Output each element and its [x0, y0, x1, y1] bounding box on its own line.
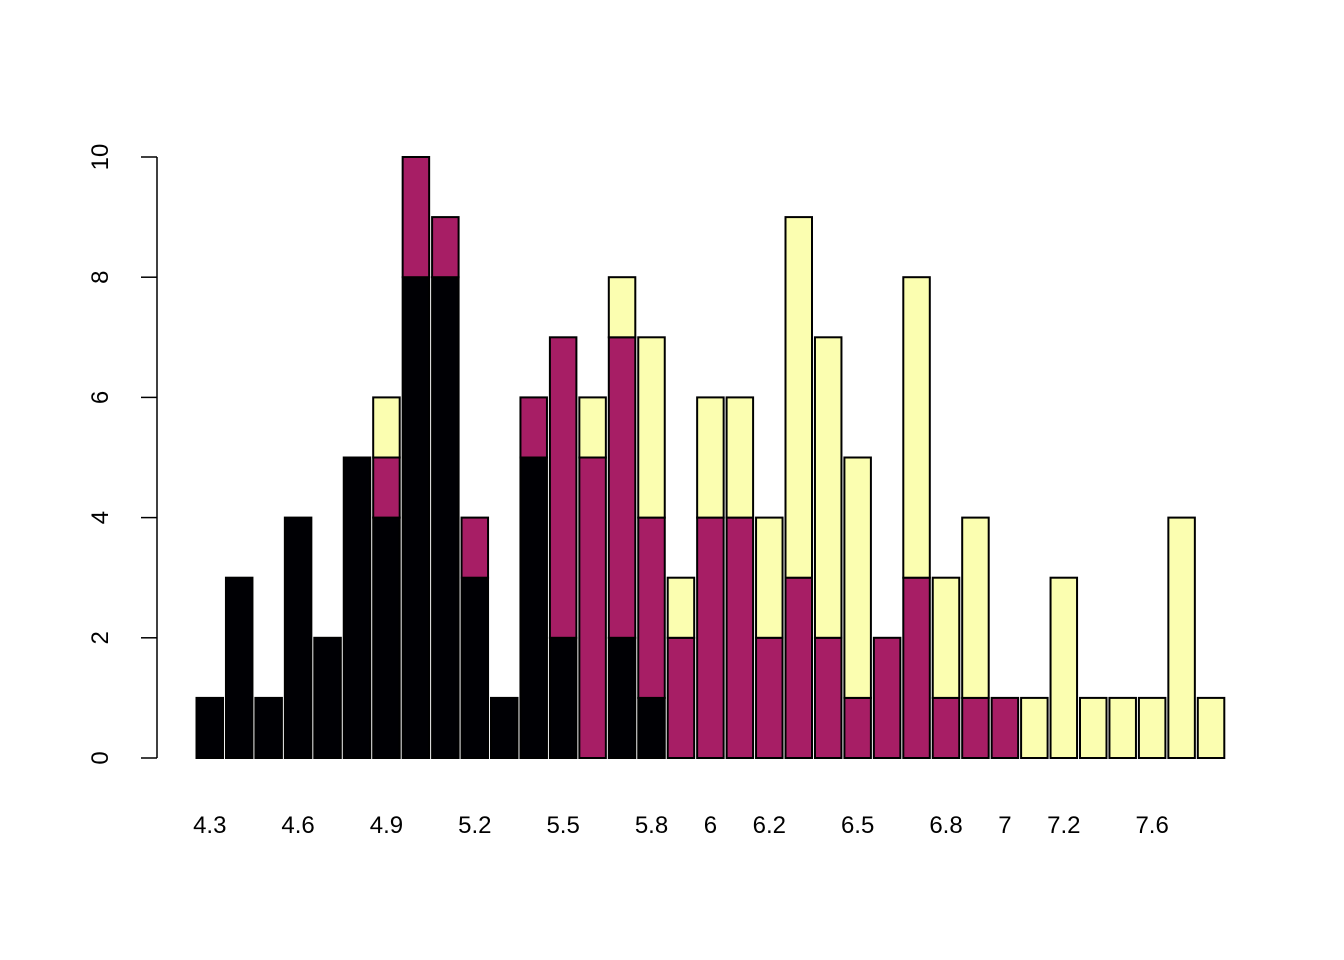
- y-tick-label: 4: [87, 511, 114, 524]
- bar-segment-virginica-5.9: [666, 576, 696, 639]
- bar-segment-versicolor-6.6: [872, 636, 902, 759]
- bar-segment-virginica-5.7: [607, 276, 637, 339]
- y-tick-label: 10: [87, 144, 114, 171]
- bar-segment-versicolor-6.9: [961, 696, 990, 760]
- y-tick-label: 6: [87, 391, 114, 404]
- x-tick-label: 6.5: [841, 812, 874, 839]
- bar-segment-setosa-5.3: [490, 696, 519, 760]
- bar-segment-versicolor-5.6: [578, 456, 607, 759]
- bar-segment-virginica-7.4: [1108, 696, 1137, 760]
- bar-segment-virginica-6: [696, 396, 725, 519]
- bar-segment-versicolor-7: [990, 696, 1020, 760]
- bar-segment-versicolor-6.7: [902, 576, 931, 760]
- bar-segment-setosa-5.2: [460, 576, 490, 760]
- bar-segment-setosa-5.5: [548, 636, 578, 759]
- bar-segment-versicolor-6.8: [931, 696, 961, 760]
- bar-segment-setosa-5.4: [519, 456, 548, 759]
- bar-segment-versicolor-6.5: [843, 696, 872, 760]
- bar-segment-versicolor-5.4: [519, 396, 548, 459]
- bar-segment-virginica-6.7: [902, 276, 931, 579]
- bar-segment-versicolor-5.2: [460, 516, 490, 579]
- bar-segment-versicolor-5.9: [666, 636, 696, 759]
- y-tick-label: 8: [87, 271, 114, 284]
- x-tick-label: 5.2: [458, 812, 491, 839]
- bar-segment-versicolor-6.3: [784, 576, 813, 760]
- bar-segment-virginica-5.6: [578, 396, 607, 459]
- bars-group: [195, 156, 1226, 760]
- x-tick-label: 4.9: [370, 812, 403, 839]
- bar-segment-virginica-6.4: [813, 336, 843, 639]
- x-axis-labels: 4.3 4.6 4.9 5.2 5.5 5.8 6 6.2 6.5 6.8 7 7.2 7.6: [193, 812, 1169, 839]
- bar-segment-virginica-6.9: [961, 516, 990, 699]
- bar-segment-virginica-7.2: [1049, 576, 1079, 760]
- y-axis: 0 2 4 6 8 10: [87, 144, 158, 765]
- bar-segment-virginica-7.1: [1020, 696, 1049, 760]
- bar-segment-versicolor-5.8: [637, 516, 666, 699]
- bar-segment-virginica-6.5: [843, 456, 872, 699]
- bar-segment-setosa-4.3: [195, 696, 224, 760]
- bar-segment-versicolor-6.4: [813, 636, 843, 759]
- bar-segment-setosa-5: [401, 276, 431, 759]
- bar-segment-virginica-7.7: [1167, 516, 1196, 759]
- x-tick-label: 6.2: [753, 812, 786, 839]
- bar-segment-virginica-4.9: [372, 396, 401, 459]
- bar-segment-versicolor-5.1: [431, 216, 460, 279]
- bar-segment-virginica-7.9: [1196, 696, 1226, 760]
- bar-segment-virginica-6.2: [755, 516, 784, 639]
- bar-segment-virginica-6.3: [784, 216, 813, 579]
- bar-segment-virginica-7.6: [1137, 696, 1167, 760]
- x-tick-label: 7.2: [1047, 812, 1080, 839]
- x-tick-label: 4.6: [281, 812, 314, 839]
- y-tick-label: 0: [87, 751, 114, 764]
- x-tick-label: 6.8: [929, 812, 962, 839]
- x-tick-label: 5.8: [635, 812, 668, 839]
- bar-segment-setosa-4.4: [224, 576, 254, 760]
- bar-segment-virginica-6.1: [725, 396, 755, 519]
- bar-segment-versicolor-6.2: [755, 636, 784, 759]
- bar-segment-setosa-5.8: [637, 696, 666, 760]
- x-tick-label: 5.5: [546, 812, 579, 839]
- bar-segment-versicolor-5.7: [607, 336, 637, 639]
- x-tick-label: 7.6: [1135, 812, 1168, 839]
- y-tick-label: 2: [87, 631, 114, 644]
- x-tick-label: 4.3: [193, 812, 226, 839]
- bar-segment-setosa-4.6: [283, 516, 313, 759]
- bar-segment-versicolor-6.1: [725, 516, 755, 759]
- bar-segment-setosa-4.7: [313, 636, 342, 759]
- bar-segment-setosa-4.9: [372, 516, 401, 759]
- bar-segment-versicolor-5: [401, 156, 431, 279]
- x-tick-label: 6: [704, 812, 717, 839]
- bar-segment-virginica-6.8: [931, 576, 961, 699]
- bar-segment-versicolor-4.9: [372, 456, 401, 519]
- bar-segment-versicolor-5.5: [548, 336, 578, 639]
- x-tick-label: 7: [998, 812, 1011, 839]
- bar-segment-setosa-5.7: [607, 636, 637, 759]
- bar-segment-virginica-7.3: [1079, 696, 1108, 760]
- bar-segment-setosa-4.5: [254, 696, 283, 760]
- bar-segment-versicolor-6: [696, 516, 725, 759]
- bar-segment-setosa-5.1: [431, 276, 460, 759]
- bar-segment-virginica-5.8: [637, 336, 666, 519]
- bar-segment-setosa-4.8: [342, 456, 372, 759]
